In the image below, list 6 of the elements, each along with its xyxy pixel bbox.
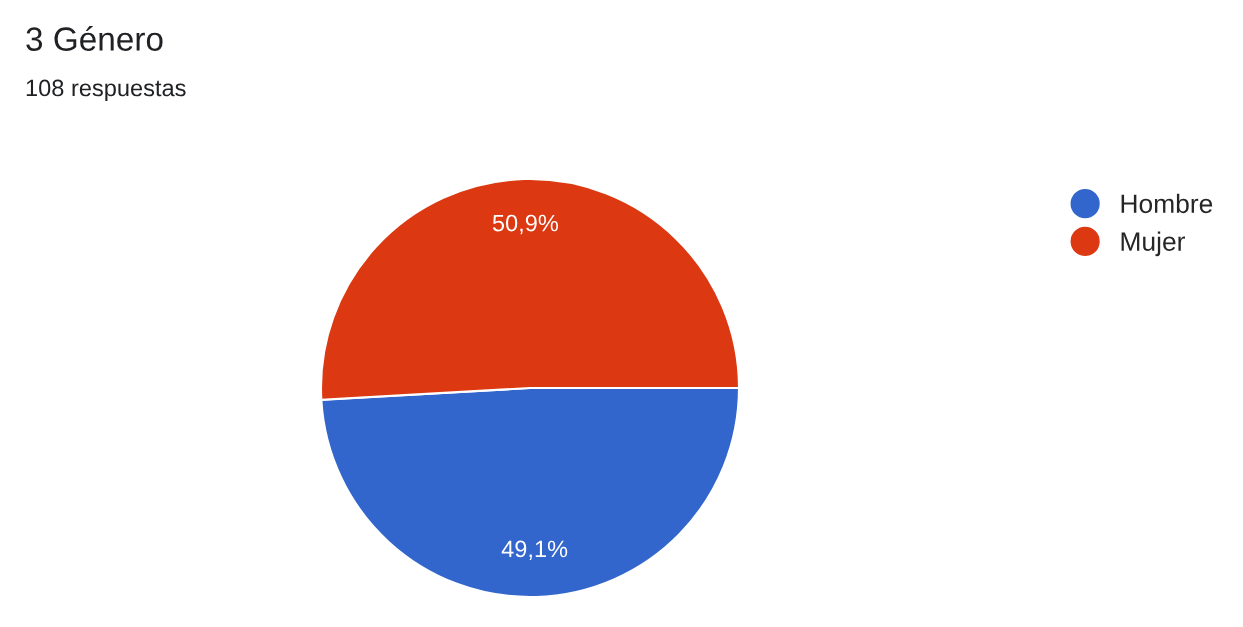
data-label: 50,9% [492,214,559,235]
legend-label: Hombre [1121,193,1213,214]
chart-title: 3 Género [26,26,163,51]
data-label: 49,1% [501,540,568,561]
text: 108 respuestas [26,79,186,101]
legend-label: Mujer [1121,231,1185,257]
